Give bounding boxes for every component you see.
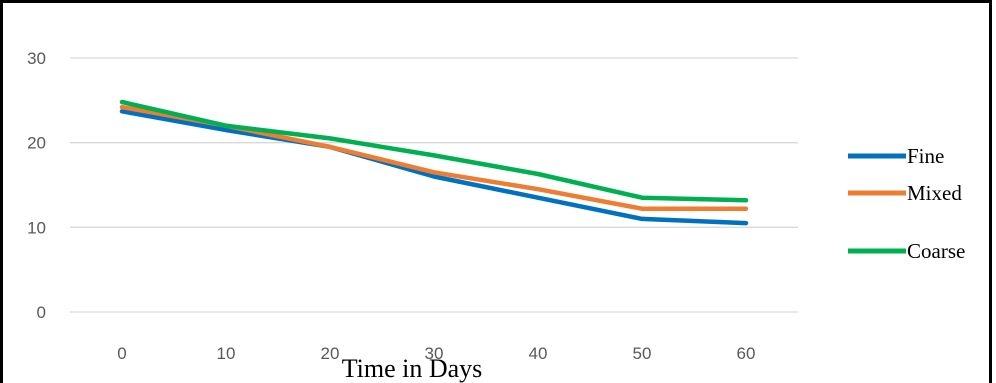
y-tick-label: 0	[37, 303, 46, 322]
series-lines	[119, 99, 749, 226]
y-tick-label: 10	[27, 218, 46, 237]
x-tick-label: 10	[217, 344, 236, 363]
grid-lines	[70, 57, 798, 313]
x-axis-label: Time in Days	[342, 354, 483, 383]
x-tick-labels: 0 10 20 30 40 50 60	[117, 344, 755, 363]
legend-label-fine: Fine	[907, 144, 944, 168]
y-tick-labels: 0 10 20 30	[27, 49, 46, 322]
legend-label-coarse: Coarse	[907, 239, 965, 263]
x-tick-label: 30	[425, 344, 444, 363]
x-tick-label: 40	[529, 344, 548, 363]
y-tick-label: 20	[27, 134, 46, 153]
y-tick-label: 30	[27, 49, 46, 68]
legend: Fine Mixed Coarse	[848, 144, 965, 263]
x-tick-label: 20	[321, 344, 340, 363]
x-tick-label: 60	[737, 344, 756, 363]
x-tick-label: 50	[633, 344, 652, 363]
series-line-fine	[119, 109, 749, 226]
x-tick-label: 0	[117, 344, 126, 363]
series-line-coarse	[119, 99, 749, 203]
legend-label-mixed: Mixed	[907, 181, 962, 205]
